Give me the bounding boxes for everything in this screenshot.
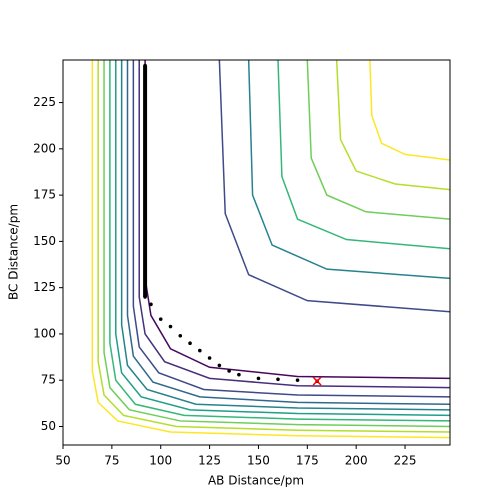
- contour-line: [306, 60, 450, 220]
- contour-line: [247, 60, 450, 280]
- trajectory-point: [143, 295, 147, 299]
- x-tick-label: 75: [104, 454, 119, 468]
- trajectory-point: [168, 324, 173, 329]
- y-tick-label: 75: [41, 373, 56, 387]
- x-tick-label: 200: [345, 454, 368, 468]
- contour-line: [126, 60, 450, 406]
- y-tick-label: 150: [33, 234, 56, 248]
- contour-line: [335, 60, 450, 191]
- trajectory-point: [295, 378, 300, 383]
- trajectory-point: [256, 376, 261, 381]
- x-tick-label: 125: [198, 454, 221, 468]
- x-tick-label: 100: [149, 454, 172, 468]
- y-tick-label: 125: [33, 280, 56, 294]
- y-tick-label: 50: [41, 419, 56, 433]
- x-tick-label: 175: [296, 454, 319, 468]
- y-tick-label: 200: [33, 141, 56, 155]
- x-tick-label: 225: [394, 454, 417, 468]
- trajectory-point: [143, 221, 147, 225]
- contour-line: [109, 60, 450, 422]
- end-marker: [312, 376, 322, 386]
- contour-line: [218, 60, 450, 313]
- contour-line: [132, 60, 450, 398]
- trajectory-point: [217, 363, 222, 368]
- trajectory-point: [178, 333, 183, 338]
- trajectory-point: [149, 302, 153, 307]
- y-tick-label: 100: [33, 326, 56, 340]
- x-tick-label: 150: [247, 454, 270, 468]
- contour-line: [115, 60, 450, 417]
- contour-line: [369, 60, 450, 161]
- trajectory-point: [143, 63, 147, 68]
- plot-frame: [62, 59, 451, 446]
- trajectory-point: [143, 147, 147, 151]
- trajectory-point: [158, 317, 163, 321]
- trajectory-point: [188, 341, 192, 345]
- y-axis-label: BC Distance/pm: [7, 204, 21, 300]
- trajectory-point: [198, 348, 202, 353]
- trajectory-point: [143, 276, 147, 281]
- contour-line: [103, 60, 450, 428]
- contour-line: [277, 60, 450, 250]
- x-tick-label: 50: [55, 454, 70, 468]
- trajectory-point: [227, 369, 231, 373]
- contour-line: [120, 60, 450, 411]
- contour-line: [91, 60, 450, 439]
- x-axis-label: AB Distance/pm: [208, 474, 304, 488]
- trajectory-point: [276, 377, 280, 382]
- y-tick-label: 225: [33, 95, 56, 109]
- plot-area: [91, 60, 450, 439]
- trajectory-point: [237, 372, 241, 377]
- trajectory-point: [207, 356, 212, 360]
- contour-line: [138, 60, 450, 389]
- contour-line: [97, 60, 450, 433]
- y-tick-label: 175: [33, 188, 56, 202]
